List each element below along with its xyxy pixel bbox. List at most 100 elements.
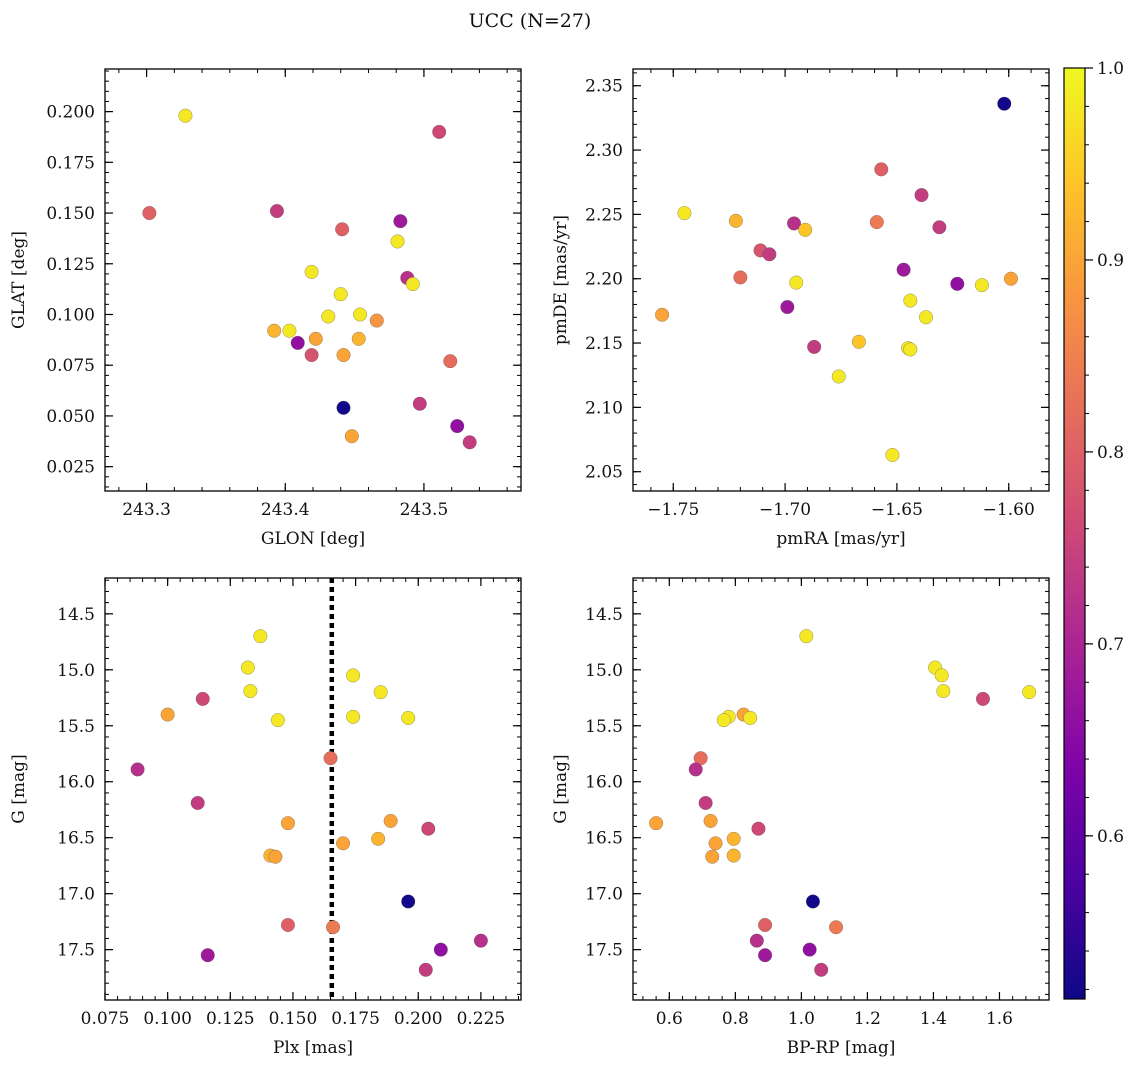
scatter-point xyxy=(733,270,748,285)
scatter-point xyxy=(805,894,820,909)
x-tick-label: −1.65 xyxy=(871,500,923,520)
x-tick-label: 1.0 xyxy=(788,1009,815,1029)
scatter-point xyxy=(280,816,295,831)
scatter-point xyxy=(831,369,846,384)
x-axis-label: Plx [mas] xyxy=(273,1038,353,1058)
scatter-point xyxy=(243,684,258,699)
x-tick-label: 0.100 xyxy=(143,1009,192,1029)
scatter-point xyxy=(749,933,764,948)
scatter-point xyxy=(896,262,911,277)
x-tick-label: 243.4 xyxy=(261,500,310,520)
scatter-point xyxy=(336,836,351,851)
figure-title: UCC (N=27) xyxy=(469,10,592,32)
x-tick-label: 243.3 xyxy=(122,500,171,520)
y-axis-label: pmDE [mas/yr] xyxy=(551,215,571,345)
scatter-point xyxy=(351,331,366,346)
scatter-point xyxy=(270,713,285,728)
scatter-point xyxy=(371,831,386,846)
scatter-point xyxy=(280,917,295,933)
y-tick-label: 0.025 xyxy=(46,458,95,478)
colorbar-gradient xyxy=(1063,67,1086,1000)
y-tick-label: 0.050 xyxy=(46,407,95,427)
scatter-point xyxy=(412,396,427,411)
scatter-point xyxy=(677,206,692,221)
scatter-point xyxy=(390,234,405,249)
x-tick-label: −1.60 xyxy=(983,500,1035,520)
scatter-point xyxy=(655,307,670,322)
y-axis-label: GLAT [deg] xyxy=(9,231,29,329)
x-tick-label: 243.5 xyxy=(400,500,449,520)
scatter-point xyxy=(914,188,929,203)
y-tick-label: 16.0 xyxy=(57,773,95,793)
colorbar: 0.6 0.7 0.8 0.9 1.0 xyxy=(1063,59,1124,1000)
colorbar-tick-label: 1.0 xyxy=(1097,59,1124,79)
scatter-point xyxy=(716,713,731,728)
colorbar-tick-label: 0.8 xyxy=(1097,443,1124,463)
y-tick-label: 2.15 xyxy=(585,334,623,354)
scatter-point xyxy=(373,685,388,700)
scatter-point xyxy=(918,310,934,325)
scatter-point xyxy=(269,203,284,219)
y-tick-label: 0.200 xyxy=(46,103,95,123)
x-tick-label: 0.175 xyxy=(331,1009,380,1029)
scatter-point xyxy=(874,162,889,177)
colorbar-tick-label: 0.7 xyxy=(1097,635,1124,655)
x-tick-label: −1.75 xyxy=(647,500,699,520)
scatter-point xyxy=(726,848,741,863)
y-tick-label: 17.5 xyxy=(57,941,95,961)
scatter-point xyxy=(336,400,351,415)
scatter-point xyxy=(393,214,408,229)
scatter-point xyxy=(758,917,773,933)
scatter-point xyxy=(253,629,268,644)
scatter-point xyxy=(936,684,951,699)
scatter-point xyxy=(1022,685,1037,700)
x-tick-label: 0.225 xyxy=(457,1009,506,1029)
scatter-point xyxy=(450,419,465,434)
axes-frame xyxy=(632,68,1050,492)
scatter-point xyxy=(762,247,777,262)
scatter-point xyxy=(432,124,447,139)
scatter-point xyxy=(308,331,323,346)
y-axis-label: G [mag] xyxy=(551,754,571,823)
scatter-point xyxy=(325,920,341,935)
scatter-point xyxy=(703,813,718,828)
colorbar-tick-label: 0.9 xyxy=(1097,251,1124,271)
scatter-point xyxy=(195,691,210,706)
y-tick-label: 2.35 xyxy=(585,77,623,97)
scatter-point xyxy=(698,795,713,811)
y-tick-label: 0.100 xyxy=(46,305,95,325)
x-tick-label: 0.200 xyxy=(394,1009,443,1029)
scatter-point xyxy=(418,962,433,977)
scatter-point xyxy=(798,222,813,237)
y-tick-label: 2.10 xyxy=(585,398,623,418)
scatter-point xyxy=(323,751,338,766)
axes-frame xyxy=(104,577,522,1001)
scatter-point xyxy=(997,96,1012,111)
scatter-point xyxy=(346,668,361,683)
scatter-point xyxy=(344,429,359,444)
scatter-point xyxy=(353,307,368,322)
y-tick-label: 14.5 xyxy=(57,605,95,625)
y-tick-label: 0.075 xyxy=(46,356,95,376)
scatter-point xyxy=(369,313,384,328)
y-tick-label: 15.0 xyxy=(585,661,623,681)
scatter-point xyxy=(649,816,664,831)
x-tick-label: −1.70 xyxy=(759,500,811,520)
y-tick-label: 2.05 xyxy=(585,463,623,483)
scatter-point xyxy=(903,293,918,308)
y-tick-label: 0.125 xyxy=(46,255,95,275)
scatter-point xyxy=(336,348,351,363)
axes-frame xyxy=(632,577,1050,1001)
scatter-point xyxy=(190,795,205,811)
x-tick-label: 0.125 xyxy=(206,1009,255,1029)
y-tick-label: 16.5 xyxy=(585,829,623,849)
scatter-point xyxy=(282,323,297,338)
colorbar-tick-label: 0.6 xyxy=(1097,827,1124,847)
y-tick-label: 17.0 xyxy=(57,885,95,905)
scatter-point xyxy=(828,920,844,935)
scatter-point xyxy=(885,447,900,463)
scatter-point xyxy=(807,339,822,354)
x-axis-label: GLON [deg] xyxy=(261,529,365,549)
scatter-point xyxy=(934,668,949,683)
